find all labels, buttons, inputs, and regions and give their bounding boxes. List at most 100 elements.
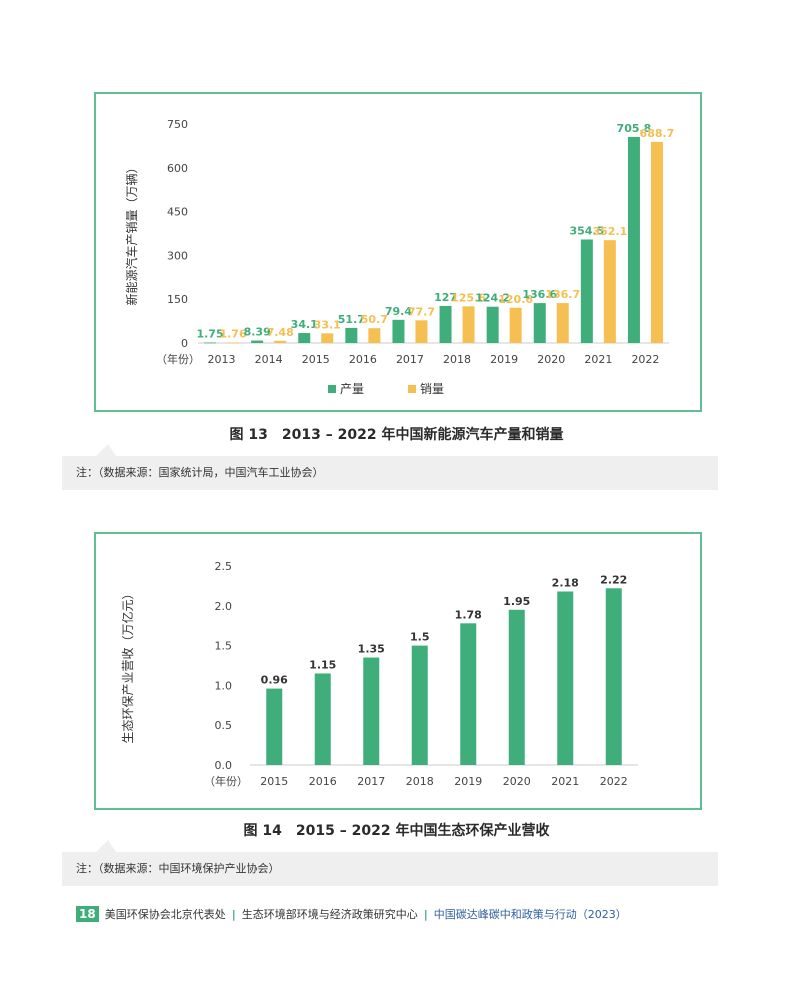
data-label: 77.7 — [408, 305, 435, 318]
data-label: 1.15 — [309, 658, 336, 671]
x-tick-label: 2015 — [260, 775, 288, 788]
data-label: 127 — [434, 291, 457, 304]
y-tick-label: 0.0 — [215, 759, 233, 772]
x-tick-label: 2020 — [537, 353, 565, 366]
source-note-14: 注：（数据来源：中国环境保护产业协会） — [62, 840, 718, 886]
chart-frame-fig13: 0 150 300 450 600 750 新能源汽车产销量（万辆） （年份） 2013 1.75… — [94, 92, 702, 412]
data-label: 33.1 — [314, 318, 341, 331]
footer-org-1: 美国环保协会北京代表处 — [104, 908, 226, 921]
bar — [580, 239, 593, 343]
data-label: 354.5 — [569, 224, 604, 237]
data-label: 7.48 — [267, 326, 294, 339]
x-tick-label: 2019 — [454, 775, 482, 788]
data-label: 1.76 — [219, 327, 246, 340]
x-tick-label: 2019 — [490, 353, 518, 366]
y-tick-label: 300 — [167, 249, 188, 262]
source-note-13: 注：（数据来源：国家统计局，中国汽车工业协会） — [62, 444, 718, 490]
bar — [363, 657, 380, 765]
bar — [368, 328, 381, 343]
x-tick-label: 2016 — [309, 775, 337, 788]
chart-fig14: 0.0 0.5 1.0 1.5 2.0 2.5 生态环保产业营收（万亿元） （年份） 2015 0… — [120, 560, 638, 788]
x-tick-label: 2020 — [503, 775, 531, 788]
y-tick-label: 2.0 — [215, 600, 233, 613]
footer-org-2: 生态环境部环境与经济政策研究中心 — [241, 908, 418, 921]
x-axis-unit-label: （年份） — [156, 352, 200, 366]
x-tick-label: 2018 — [443, 353, 471, 366]
chart-frame-fig14: 0.0 0.5 1.0 1.5 2.0 2.5 生态环保产业营收（万亿元） （年份） 2015 0… — [94, 532, 702, 810]
x-tick-label: 2022 — [631, 353, 659, 366]
data-label: 136.7 — [545, 288, 580, 301]
bar — [392, 319, 405, 343]
page-number: 18 — [76, 906, 99, 922]
y-tick-label: 750 — [167, 118, 188, 131]
y-tick-label: 1.5 — [215, 640, 233, 653]
data-label: 2.22 — [600, 573, 627, 586]
bar — [274, 340, 287, 343]
bar — [460, 623, 477, 765]
bar — [650, 141, 663, 343]
legend-swatch — [328, 385, 336, 393]
figure-caption-13: 图 13 2013 – 2022 年中国新能源汽车产量和销量 — [229, 427, 564, 443]
bar — [486, 306, 499, 343]
data-label: 352.1 — [592, 225, 627, 238]
data-label: 1.95 — [503, 595, 530, 608]
y-tick-label: 2.5 — [215, 560, 233, 573]
bar — [227, 342, 240, 344]
data-label: 1.5 — [410, 631, 430, 644]
y-axis-title: 新能源汽车产销量（万辆） — [124, 161, 139, 305]
data-label: 1.35 — [358, 643, 385, 656]
data-label: 51.7 — [338, 313, 365, 326]
x-axis-unit-label: （年份） — [204, 774, 248, 788]
data-label: 50.7 — [361, 313, 388, 326]
bar — [321, 333, 334, 343]
footer-separator: | — [423, 907, 428, 921]
bar — [533, 303, 546, 343]
footer-publication: 中国碳达峰碳中和政策与行动（2023） — [433, 908, 627, 921]
bar — [411, 645, 428, 765]
data-label: 136.6 — [522, 288, 557, 301]
data-label: 688.7 — [640, 127, 675, 140]
x-tick-label: 2022 — [600, 775, 628, 788]
y-axis-title: 生态环保产业营收（万亿元） — [120, 587, 135, 743]
x-tick-label: 2016 — [349, 353, 377, 366]
data-label: 1.75 — [196, 327, 223, 340]
data-label: 124.2 — [475, 292, 510, 305]
data-label: 34.1 — [291, 318, 318, 331]
data-label: 705.8 — [617, 122, 652, 135]
legend-label: 产量 — [340, 382, 364, 396]
x-tick-label: 2017 — [357, 775, 385, 788]
bar — [557, 591, 574, 765]
x-tick-label: 2018 — [406, 775, 434, 788]
x-tick-label: 2013 — [208, 353, 236, 366]
data-label: 125.6 — [451, 291, 486, 304]
x-tick-label: 2015 — [302, 353, 330, 366]
x-tick-label: 2021 — [551, 775, 579, 788]
bar — [345, 327, 358, 343]
bar — [314, 673, 331, 765]
data-label: 79.4 — [385, 305, 412, 318]
bar — [204, 342, 217, 344]
x-tick-label: 2014 — [255, 353, 283, 366]
x-tick-label: 2021 — [584, 353, 612, 366]
bar — [298, 333, 311, 343]
y-tick-label: 1.0 — [215, 679, 233, 692]
legend-swatch — [408, 385, 416, 393]
bar — [627, 136, 640, 343]
legend-label: 销量 — [420, 382, 444, 396]
bar — [251, 340, 264, 343]
bar — [266, 688, 283, 765]
bar — [603, 240, 616, 343]
data-label: 1.78 — [455, 608, 482, 621]
page-footer: 18 美国环保协会北京代表处 | 生态环境部环境与经济政策研究中心 | 中国碳达… — [76, 906, 627, 922]
data-label: 0.96 — [261, 674, 288, 687]
footer-separator: | — [231, 907, 236, 921]
y-tick-label: 0.5 — [215, 719, 233, 732]
y-tick-label: 0 — [181, 337, 188, 350]
bar — [462, 306, 475, 343]
chart-fig13: 0 150 300 450 600 750 新能源汽车产销量（万辆） （年份） 2013 1.75… — [124, 118, 675, 396]
figure-caption-14: 图 14 2015 – 2022 年中国生态环保产业营收 — [243, 823, 550, 839]
x-tick-label: 2017 — [396, 353, 424, 366]
bar — [605, 588, 622, 765]
data-label: 8.39 — [244, 326, 271, 339]
bar — [508, 609, 525, 765]
